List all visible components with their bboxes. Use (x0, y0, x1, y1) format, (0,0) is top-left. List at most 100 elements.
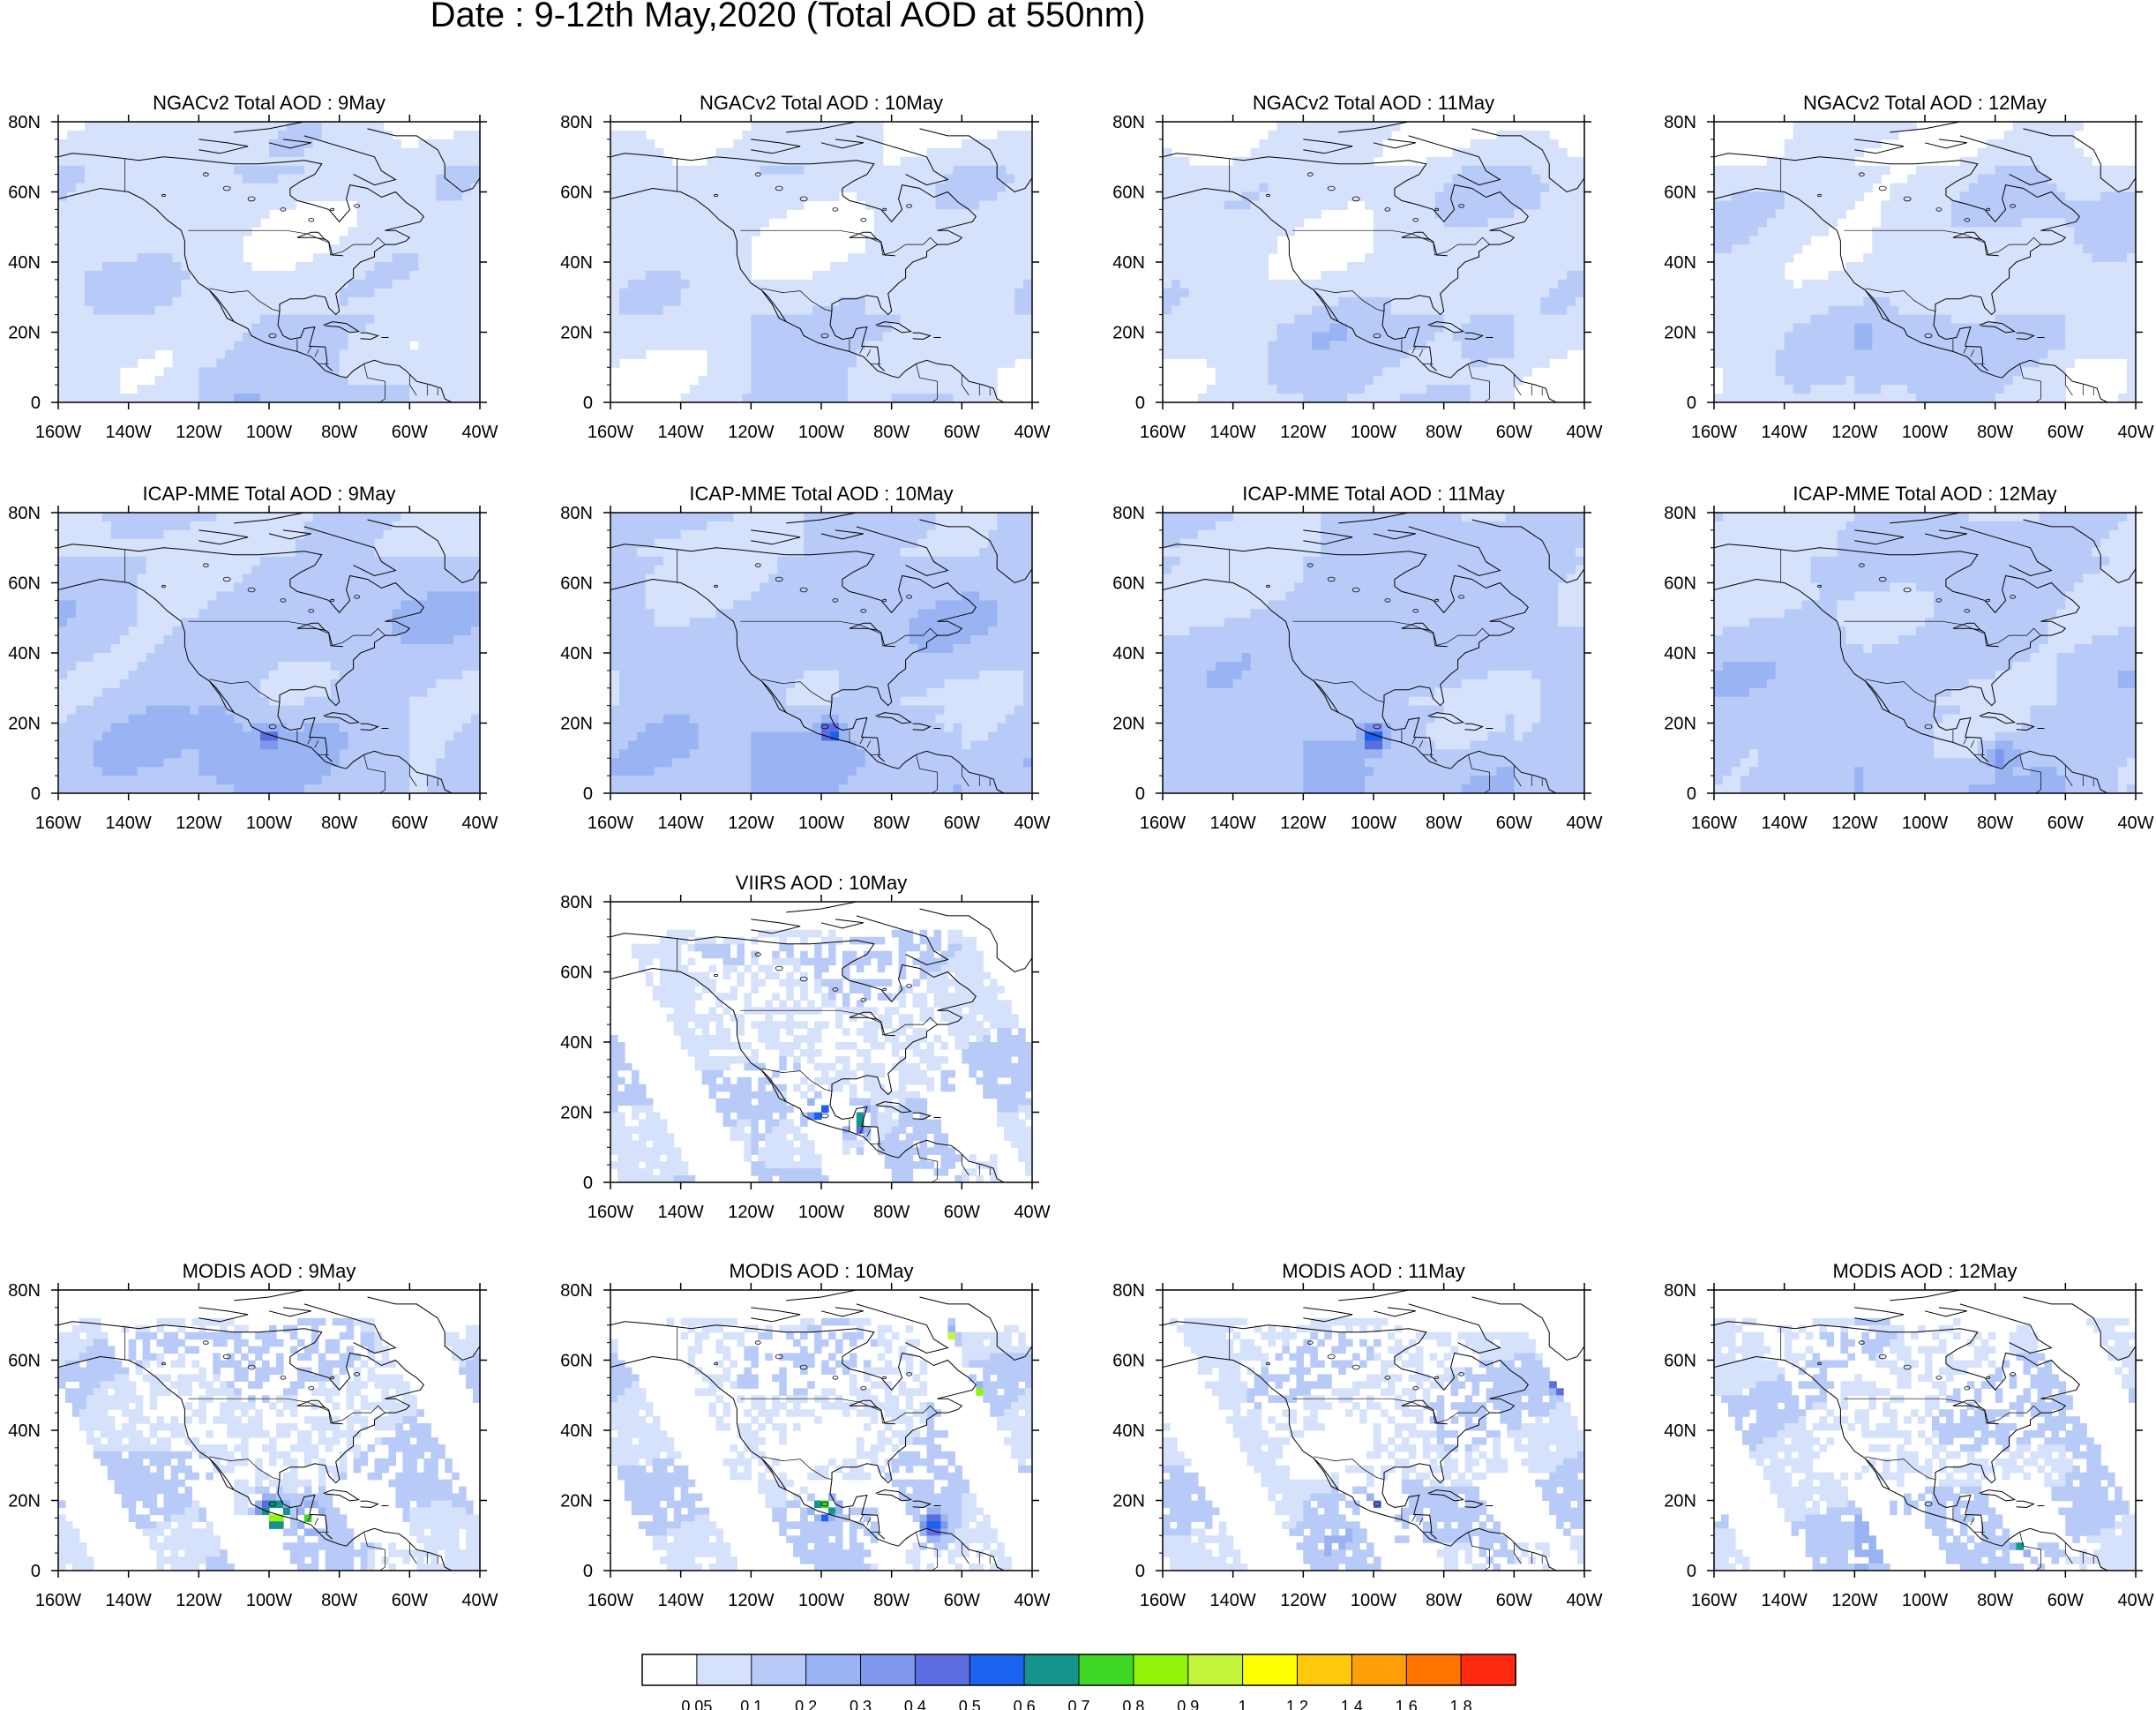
colorbar-label: 0.6 (1014, 1698, 1036, 1710)
lon-tick-label: 160W (1691, 1591, 1737, 1610)
lat-tick-label: 20N (1664, 324, 1696, 343)
colorbar-label: 0.8 (1122, 1698, 1144, 1710)
lon-tick-label: 40W (2117, 423, 2153, 442)
lon-tick-label: 40W (461, 423, 498, 442)
lat-tick-label: 60N (560, 1352, 593, 1371)
lat-tick-label: 80N (1112, 1281, 1145, 1301)
lon-tick-label: 100W (1902, 814, 1948, 833)
lon-tick-label: 80W (321, 423, 357, 442)
lon-tick-label: 140W (658, 1591, 704, 1610)
panel-title: ICAP-MME Total AOD : 10May (689, 483, 953, 505)
lat-tick-label: 40N (8, 644, 41, 664)
colorbar-swatch (1297, 1654, 1353, 1686)
coastlines (1163, 1290, 1584, 1571)
lat-tick-label: 40N (8, 253, 41, 273)
colorbar-label: 1.4 (1341, 1698, 1363, 1710)
aod-field (610, 1290, 1032, 1571)
map-panel-ngac-11: NGACv2 Total AOD : 11May 80N 60N 40N 20N 0 160… (1112, 92, 1602, 442)
colorbar-swatch (1405, 1654, 1463, 1686)
lat-tick-label: 0 (583, 394, 593, 413)
colorbar-label: 0.2 (795, 1698, 817, 1710)
lon-tick-label: 100W (798, 423, 844, 442)
colorbar-label: 0.4 (904, 1698, 926, 1710)
lat-tick-label: 20N (1112, 324, 1145, 343)
coastlines (610, 122, 1032, 402)
lon-tick-label: 100W (246, 814, 292, 833)
lon-tick-label: 40W (1014, 814, 1050, 833)
lat-tick-label: 20N (1112, 715, 1145, 734)
map-panel-icap-11: ICAP-MME Total AOD : 11May 80N 60N 40N 20N 0 1… (1112, 483, 1602, 833)
colorbar-swatch (1351, 1654, 1408, 1686)
lon-tick-label: 100W (798, 814, 844, 833)
map-panels: NGACv2 Total AOD : 9May 80N 60N 40N 20N 0 160W… (8, 92, 2153, 1610)
lat-tick-label: 20N (560, 1492, 593, 1511)
colorbar-label: 0.9 (1177, 1698, 1199, 1710)
lat-tick-label: 40N (560, 1033, 593, 1053)
lat-tick-label: 60N (560, 964, 593, 983)
lon-tick-label: 60W (944, 1591, 980, 1610)
map-panel-modis-9: MODIS AOD : 9May 80N 60N 40N 20N 0 160W 140W 120… (8, 1260, 498, 1610)
aod-field (610, 122, 1032, 402)
aod-field (610, 513, 1032, 793)
lon-tick-label: 140W (1762, 814, 1808, 833)
colorbar-swatch (641, 1654, 698, 1686)
lat-tick-label: 80N (560, 1281, 593, 1301)
lon-tick-label: 140W (1762, 1591, 1808, 1610)
panel-title: VIIRS AOD : 10May (736, 872, 907, 894)
lon-tick-label: 120W (728, 1203, 774, 1222)
lat-tick-label: 60N (1112, 1352, 1145, 1371)
lon-tick-label: 60W (392, 423, 428, 442)
lon-tick-label: 40W (461, 1591, 498, 1610)
colorbar-label: 1 (1239, 1698, 1247, 1710)
colorbar-swatch (1023, 1654, 1080, 1686)
lat-tick-label: 60N (560, 574, 593, 594)
lon-tick-label: 120W (1831, 1591, 1877, 1610)
lon-tick-label: 120W (1831, 423, 1877, 442)
lat-tick-label: 80N (1664, 113, 1696, 132)
lon-tick-label: 160W (1140, 814, 1186, 833)
map-panel-ngac-9: NGACv2 Total AOD : 9May 80N 60N 40N 20N 0 160W… (8, 92, 498, 442)
panel-title: MODIS AOD : 10May (729, 1260, 913, 1282)
colorbar-swatch (1242, 1654, 1299, 1686)
lon-tick-label: 120W (728, 423, 774, 442)
lon-tick-label: 40W (2117, 1591, 2153, 1610)
lat-tick-label: 0 (583, 1174, 593, 1193)
colorbar-label: 0.5 (959, 1698, 981, 1710)
colorbar-label: 0.1 (740, 1698, 762, 1710)
lon-tick-label: 120W (176, 814, 221, 833)
map-panel-modis-10: MODIS AOD : 10May 80N 60N 40N 20N 0 160W 140W 12… (560, 1260, 1050, 1610)
lon-tick-label: 160W (588, 423, 633, 442)
colorbar: 0.05 0.1 0.2 0.3 0.4 0.5 0.6 0.7 0.8 0.9 1 1.2 1.4 1.… (641, 1654, 1516, 1710)
lat-tick-label: 60N (1112, 574, 1145, 594)
colorbar-swatch (1078, 1654, 1134, 1686)
lat-tick-label: 40N (8, 1421, 41, 1441)
map-panel-icap-10: ICAP-MME Total AOD : 10May 80N 60N 40N 20N 0 1… (560, 483, 1050, 833)
colorbar-swatch (751, 1654, 807, 1686)
lat-tick-label: 40N (560, 1421, 593, 1441)
lat-tick-label: 20N (560, 1104, 593, 1123)
aod-field (1163, 122, 1584, 402)
panel-title: MODIS AOD : 9May (183, 1260, 356, 1282)
lon-tick-label: 60W (2047, 814, 2084, 833)
lat-tick-label: 80N (8, 504, 41, 523)
lon-tick-label: 160W (1140, 423, 1186, 442)
coastlines (1714, 122, 2136, 402)
lon-tick-label: 160W (1140, 1591, 1186, 1610)
lat-tick-label: 0 (583, 1562, 593, 1581)
lon-tick-label: 80W (1426, 423, 1462, 442)
lon-tick-label: 80W (1426, 814, 1462, 833)
lat-tick-label: 60N (8, 574, 41, 594)
panel-title: NGACv2 Total AOD : 11May (1253, 92, 1494, 114)
coastlines (610, 902, 1032, 1182)
lat-tick-label: 0 (583, 784, 593, 804)
lon-tick-label: 160W (588, 814, 633, 833)
colorbar-swatch (1133, 1654, 1189, 1686)
lon-tick-label: 80W (1977, 1591, 2013, 1610)
lat-tick-label: 20N (8, 715, 41, 734)
lat-tick-label: 80N (560, 113, 593, 132)
lat-tick-label: 60N (8, 184, 41, 203)
lon-tick-label: 140W (1210, 1591, 1256, 1610)
panel-title: MODIS AOD : 11May (1282, 1260, 1464, 1282)
lon-tick-label: 140W (658, 814, 704, 833)
aod-field (58, 122, 480, 402)
